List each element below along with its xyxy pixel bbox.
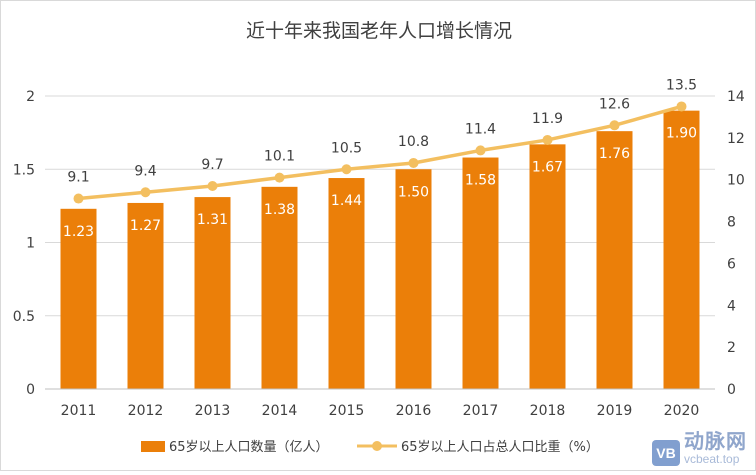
x-tick-label: 2013 <box>195 403 231 419</box>
watermark-name: 动脉网 <box>684 431 747 454</box>
watermark: VB 动脉网 vcbeat.top <box>652 432 747 466</box>
bar-data-label: 1.50 <box>398 184 429 200</box>
bar-data-label: 1.90 <box>666 126 697 142</box>
chart-title: 近十年来我国老年人口增长情况 <box>246 20 512 42</box>
x-tick-label: 2019 <box>597 403 633 419</box>
watermark-logo: VB <box>652 440 680 466</box>
y-left-tick-label: 0.5 <box>13 309 35 325</box>
bar <box>60 208 97 389</box>
line-point <box>341 164 352 175</box>
line-data-label: 10.5 <box>331 140 362 156</box>
series-line <box>78 104 682 201</box>
line-point <box>676 101 687 112</box>
line-point <box>408 157 419 168</box>
legend-label-bar: 65岁以上人口数量（亿人） <box>169 440 329 455</box>
legend-swatch-marker <box>372 441 382 451</box>
line-point <box>140 187 151 198</box>
line-point <box>73 193 84 204</box>
y-right-tick-label: 12 <box>727 131 745 147</box>
y-right-tick-label: 4 <box>727 298 736 314</box>
y-right-tick-label: 8 <box>727 215 736 231</box>
watermark-url: vcbeat.top <box>684 452 740 467</box>
line-point <box>609 120 620 131</box>
bar-data-label: 1.38 <box>264 202 295 218</box>
y-right-tick-label: 10 <box>727 173 745 189</box>
y-left-tick-label: 1.5 <box>13 162 35 178</box>
bar <box>194 197 231 389</box>
line-data-label: 9.4 <box>134 163 156 179</box>
line-data-label: 10.1 <box>264 149 295 165</box>
x-tick-label: 2012 <box>128 403 164 419</box>
line-data-label: 9.1 <box>67 170 89 186</box>
x-tick-label: 2020 <box>664 403 700 419</box>
axes: 0 0.5 1 1.5 2 0 2 4 6 8 10 12 14 2011 2012 2013 2014 2015… <box>13 89 745 419</box>
bar <box>663 110 700 390</box>
x-tick-label: 2018 <box>530 403 566 419</box>
bar <box>261 186 298 389</box>
bar <box>529 144 566 389</box>
y-right-tick-label: 0 <box>727 382 736 398</box>
bar <box>596 131 633 389</box>
bar-data-label: 1.27 <box>130 218 161 234</box>
y-left-tick-label: 1 <box>26 236 35 252</box>
bar-series: 1.23 1.27 1.31 1.38 1.44 1.50 1.58 1.67 1.76 1.90 <box>60 110 700 390</box>
line-data-label: 10.8 <box>398 134 429 150</box>
line-series: 9.1 9.4 9.7 10.1 10.5 10.8 11.4 11.9 12.6 13.5 <box>67 77 697 204</box>
legend-swatch-bar <box>141 441 165 452</box>
line-point <box>207 180 218 191</box>
x-tick-label: 2014 <box>262 403 298 419</box>
bar <box>127 202 164 389</box>
line-data-label: 11.9 <box>532 111 563 127</box>
line-point <box>274 172 285 183</box>
x-tick-label: 2015 <box>329 403 365 419</box>
y-right-tick-label: 6 <box>727 256 736 272</box>
bar-data-label: 1.76 <box>599 146 630 162</box>
y-right-tick-label: 2 <box>727 340 736 356</box>
bar-data-label: 1.44 <box>331 193 362 209</box>
y-left-tick-label: 2 <box>26 89 35 105</box>
bar <box>328 178 365 389</box>
x-tick-label: 2017 <box>463 403 499 419</box>
line-data-label: 12.6 <box>599 96 630 112</box>
bar <box>395 169 432 389</box>
line-point <box>475 145 486 156</box>
line-data-label: 9.7 <box>201 157 223 173</box>
bar-data-label: 1.23 <box>63 224 94 240</box>
x-tick-label: 2011 <box>61 403 97 419</box>
line-data-label: 13.5 <box>666 77 697 93</box>
y-left-tick-label: 0 <box>26 382 35 398</box>
x-tick-label: 2016 <box>396 403 432 419</box>
bar-data-label: 1.67 <box>532 159 563 175</box>
bar-data-label: 1.58 <box>465 173 496 189</box>
line-point <box>542 134 553 145</box>
y-right-tick-label: 14 <box>727 89 745 105</box>
line-data-label: 11.4 <box>465 121 496 137</box>
legend-label-line: 65岁以上人口占总人口比重（%） <box>401 439 599 455</box>
bar <box>462 157 499 389</box>
bar-data-label: 1.31 <box>197 212 228 228</box>
legend: 65岁以上人口数量（亿人） 65岁以上人口占总人口比重（%） <box>141 439 599 455</box>
